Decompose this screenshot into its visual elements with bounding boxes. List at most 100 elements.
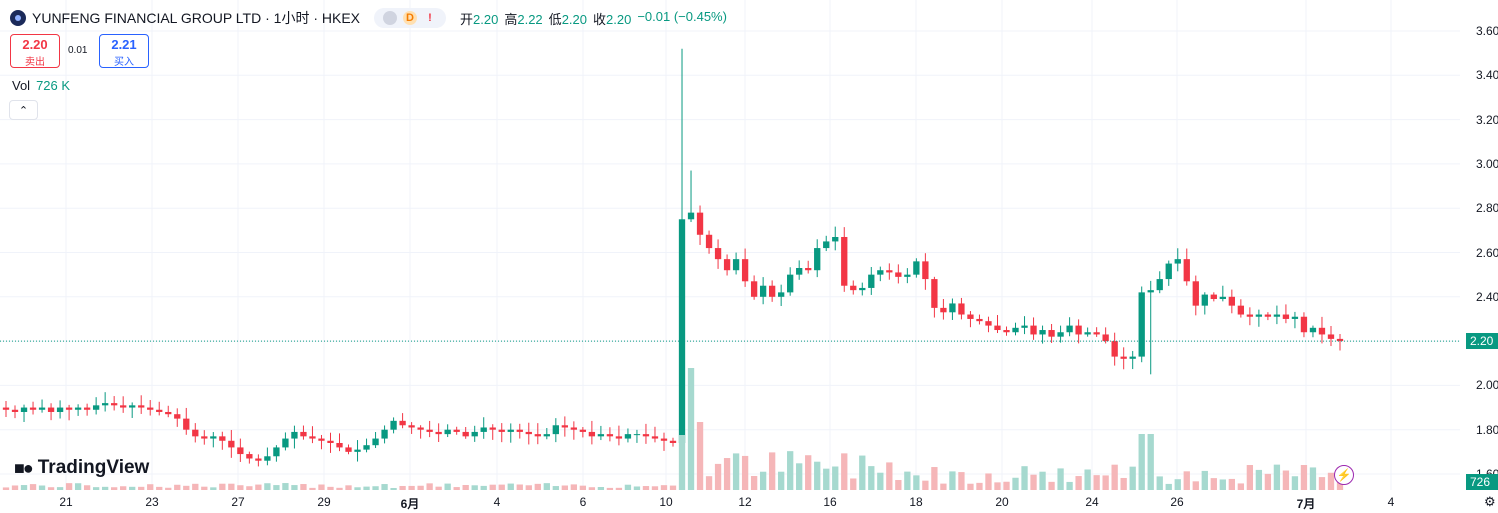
sell-button[interactable]: 2.20 卖出 bbox=[10, 34, 60, 68]
high-label: 高 bbox=[504, 11, 518, 27]
volume-bar bbox=[300, 484, 307, 490]
volume-bar bbox=[444, 483, 451, 490]
volume-bar bbox=[967, 483, 974, 490]
candle-up bbox=[1129, 356, 1136, 359]
price-tick-label: 2.80 bbox=[1476, 201, 1498, 216]
volume-bar bbox=[363, 486, 370, 490]
buy-button[interactable]: 2.21 买入 bbox=[99, 34, 149, 68]
time-tick-label: 26 bbox=[1170, 495, 1184, 509]
candle-up bbox=[543, 434, 550, 437]
candle-up bbox=[1012, 327, 1019, 333]
candle-down bbox=[1318, 327, 1326, 335]
candle-up bbox=[38, 407, 46, 410]
volume-bar bbox=[1156, 476, 1163, 490]
tradingview-logo[interactable]: ■● TradingView bbox=[14, 457, 149, 479]
time-tick-label: 10 bbox=[659, 495, 673, 509]
volume-bar bbox=[345, 485, 352, 490]
candle-down bbox=[922, 261, 929, 280]
candle-down bbox=[660, 438, 668, 441]
price-tick-label: 3.60 bbox=[1476, 24, 1498, 38]
settings-gear-icon[interactable]: ⚙ bbox=[1484, 494, 1496, 509]
candle-down bbox=[237, 447, 244, 455]
candle-down bbox=[399, 420, 406, 426]
candle-up bbox=[1291, 316, 1299, 319]
candle-up bbox=[1147, 290, 1154, 293]
candle-up bbox=[291, 431, 298, 439]
volume-bar bbox=[507, 483, 514, 490]
volume-bar bbox=[498, 484, 505, 490]
candle-down bbox=[1246, 314, 1254, 317]
chart-pane[interactable] bbox=[0, 0, 1460, 490]
candle-up bbox=[1309, 327, 1317, 333]
price-axis[interactable]: 3.60 3.40 3.20 3.00 2.80 2.60 2.40 2.20 2.00 1.80… bbox=[1460, 0, 1498, 490]
ohlc-values: 开2.20 高2.22 低2.20 收2.20 −0.01 (−0.45%) bbox=[460, 9, 727, 28]
candle-down bbox=[111, 403, 118, 406]
lightning-icon[interactable]: ⚡ bbox=[1334, 465, 1354, 485]
collapse-legend-button[interactable]: ⌃ bbox=[9, 100, 38, 120]
volume-bar bbox=[65, 483, 73, 490]
volume-bar bbox=[1246, 465, 1254, 490]
candle-down bbox=[453, 429, 460, 432]
candle-down bbox=[120, 405, 127, 408]
candle-down bbox=[1336, 338, 1344, 342]
volume-bar bbox=[20, 485, 28, 490]
candle-down bbox=[516, 429, 523, 432]
volume-bar bbox=[642, 486, 650, 490]
candle-up bbox=[1219, 296, 1226, 300]
volume-bar bbox=[678, 435, 686, 490]
candle-up bbox=[759, 285, 767, 297]
volume-bar bbox=[11, 485, 19, 490]
candle-down bbox=[309, 436, 316, 439]
candle-up bbox=[507, 429, 514, 432]
candle-down bbox=[931, 279, 938, 308]
volume-bar bbox=[309, 487, 316, 490]
volume-bar bbox=[246, 486, 253, 490]
time-tick-label: 16 bbox=[823, 495, 837, 509]
candle-up bbox=[778, 292, 785, 297]
candle-down bbox=[300, 431, 307, 437]
volume-bar bbox=[1021, 466, 1028, 490]
price-tick-label: 3.40 bbox=[1476, 68, 1498, 83]
price-tick-label: 2.60 bbox=[1476, 245, 1498, 260]
candle-up bbox=[381, 429, 388, 439]
market-status-icon[interactable] bbox=[383, 11, 398, 25]
candlestick-chart[interactable] bbox=[0, 0, 1460, 490]
status-badges[interactable]: D ! bbox=[374, 8, 447, 28]
volume-bar bbox=[174, 484, 181, 490]
symbol-title[interactable]: YUNFENG FINANCIAL GROUP LTD · 1小时 · HKEX bbox=[32, 10, 361, 26]
volume-bar bbox=[1318, 477, 1326, 490]
volume-bar bbox=[850, 478, 857, 490]
candle-down bbox=[408, 425, 415, 428]
volume-bar bbox=[29, 484, 37, 490]
warning-icon[interactable]: ! bbox=[428, 12, 432, 24]
volume-bar bbox=[886, 462, 893, 490]
time-axis[interactable]: 21 23 27 29 6月 4 6 10 12 16 18 20 24 26 7月 4 bbox=[0, 490, 1460, 513]
volume-bar bbox=[489, 484, 496, 490]
volume-bar bbox=[1264, 473, 1272, 490]
volume-bar bbox=[922, 480, 929, 490]
volume-bar bbox=[814, 461, 821, 490]
candle-up bbox=[1174, 259, 1181, 264]
candle-down bbox=[1192, 281, 1199, 306]
volume-legend[interactable]: Vol 726 K bbox=[12, 78, 70, 93]
volume-bar bbox=[1255, 469, 1263, 490]
candle-down bbox=[895, 272, 902, 277]
volume-bar bbox=[74, 483, 82, 490]
volume-bar bbox=[714, 463, 722, 490]
candle-up bbox=[1057, 332, 1064, 337]
candle-up bbox=[1156, 279, 1163, 291]
volume-bar bbox=[588, 487, 596, 490]
candle-up bbox=[1165, 263, 1172, 280]
volume-bar bbox=[165, 487, 172, 490]
candle-down bbox=[570, 427, 578, 430]
volume-bar bbox=[264, 483, 271, 490]
volume-bar bbox=[1237, 483, 1245, 490]
volume-bar bbox=[904, 471, 911, 490]
candle-down bbox=[147, 407, 154, 410]
candle-down bbox=[750, 281, 758, 297]
candle-up bbox=[832, 236, 839, 242]
candle-up bbox=[363, 445, 370, 450]
volume-bar bbox=[796, 463, 803, 490]
delayed-data-icon[interactable]: D bbox=[403, 11, 418, 25]
volume-bar bbox=[913, 475, 920, 490]
